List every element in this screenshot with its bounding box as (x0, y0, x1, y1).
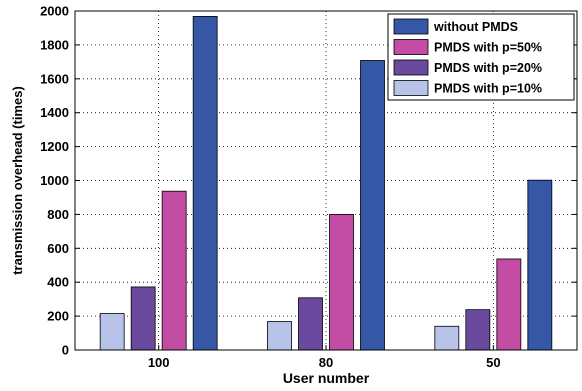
bar-without-pmds-80 (360, 60, 385, 351)
legend-swatch (393, 80, 429, 96)
y-tick-label: 1200 (40, 139, 69, 154)
y-tick-label: 800 (47, 207, 69, 222)
bar-pmds-with-p-20--100 (130, 286, 156, 351)
bar-pmds-with-p-10--50 (434, 325, 460, 351)
y-tick-label: 1000 (40, 173, 69, 188)
bar-pmds-with-p-10--80 (267, 321, 292, 351)
legend-swatch (393, 18, 429, 35)
y-tick-label: 200 (47, 309, 69, 324)
x-axis-label: User number (283, 370, 370, 386)
bar-pmds-with-p-10--100 (99, 313, 125, 351)
bar-without-pmds-50 (527, 179, 553, 351)
legend-entry: PMDS with p=50% (434, 41, 542, 55)
legend: without PMDS PMDS with p=50% PMDS with p=2… (387, 13, 575, 101)
bar-pmds-with-p-50--50 (496, 258, 522, 351)
bar-pmds-with-p-20--80 (298, 297, 323, 351)
y-axis-label: transmission overhead (times) (10, 86, 25, 275)
legend-entry: without PMDS (433, 20, 518, 34)
x-tick-label: 80 (319, 355, 333, 370)
y-tick-label: 1400 (40, 105, 69, 120)
legend-entry: PMDS with p=20% (434, 61, 542, 75)
legend-swatch (393, 39, 429, 55)
bar-pmds-with-p-50--80 (329, 213, 354, 351)
x-tick-label: 50 (486, 355, 500, 370)
bar-pmds-with-p-20--50 (465, 309, 491, 351)
bars (99, 16, 553, 351)
y-tick-label: 400 (47, 275, 69, 290)
bar-without-pmds-100 (192, 16, 218, 351)
legend-entry: PMDS with p=10% (434, 82, 542, 96)
axis-ticks: 0 200 400 600 800 1000 1200 1400 1600 1800 2000 100… (40, 4, 577, 370)
y-tick-label: 0 (62, 343, 69, 358)
y-tick-label: 2000 (40, 4, 69, 19)
bar-pmds-with-p-50--100 (161, 190, 187, 351)
y-tick-label: 1800 (40, 37, 69, 52)
x-tick-label: 100 (148, 355, 170, 370)
legend-swatch (393, 59, 429, 76)
y-tick-label: 600 (47, 241, 69, 256)
y-tick-label: 1600 (40, 71, 69, 86)
